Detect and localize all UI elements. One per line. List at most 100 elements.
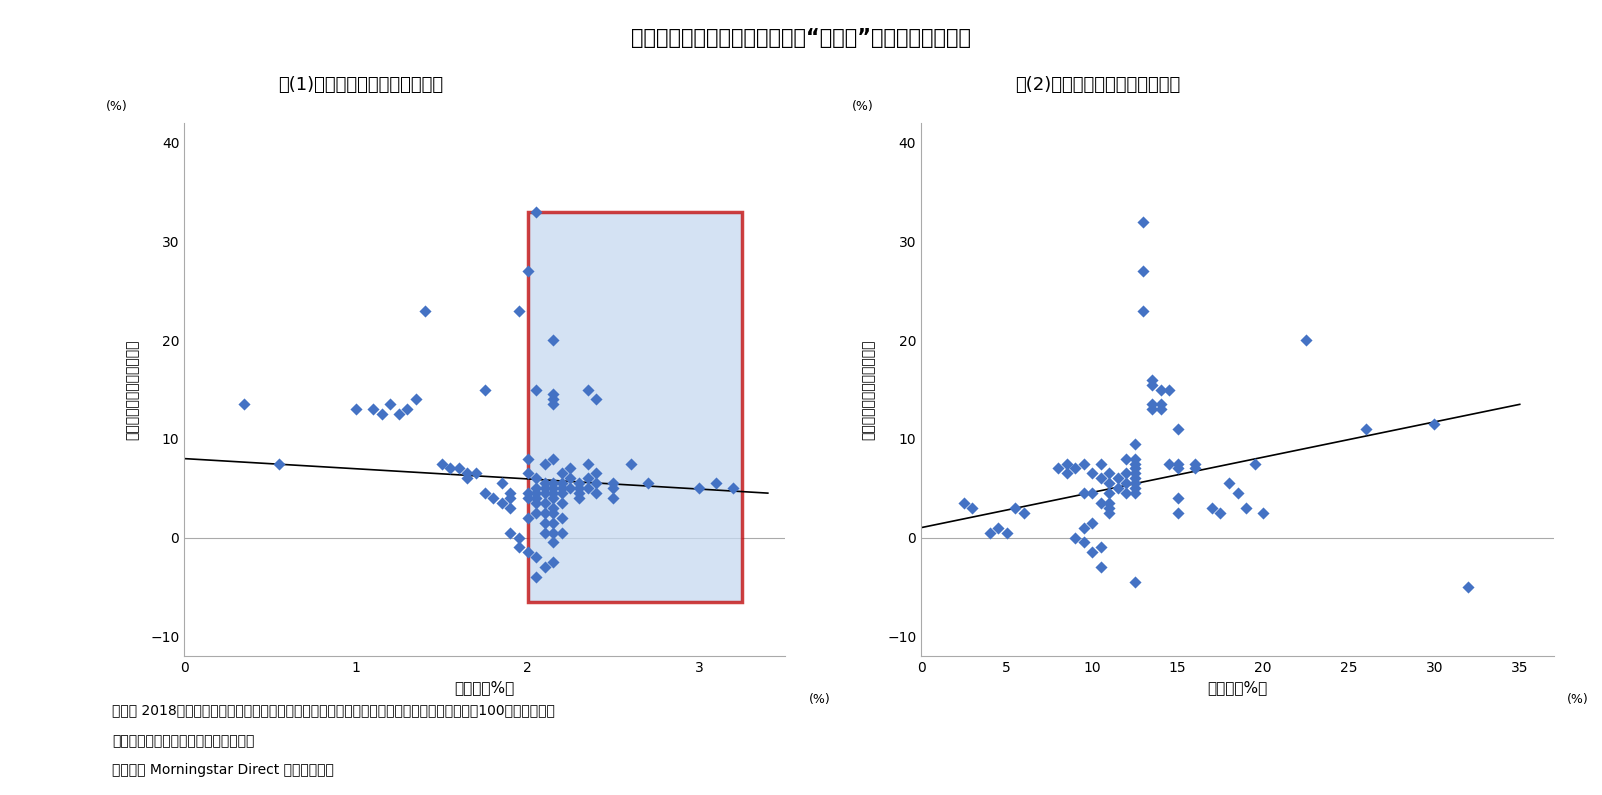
Point (549, 482, 575, 494)
Point (575, 482, 601, 494)
Point (437, 462, 463, 475)
Point (575, 383, 601, 396)
Y-axis label: ５年リターン（年率換算）: ５年リターン（年率換算） (862, 339, 876, 440)
Text: (%): (%) (809, 693, 831, 706)
Point (1165, 457, 1190, 470)
Point (549, 477, 575, 490)
Point (1157, 383, 1182, 396)
Point (1080, 546, 1105, 559)
Point (1293, 334, 1318, 347)
Point (1121, 472, 1147, 485)
Point (540, 393, 566, 405)
Point (549, 487, 575, 499)
Point (557, 472, 583, 485)
Point (514, 452, 540, 465)
Point (1216, 477, 1242, 490)
Point (498, 491, 524, 504)
Point (540, 517, 566, 529)
Point (540, 388, 566, 401)
Point (540, 491, 566, 504)
Point (455, 472, 481, 485)
Point (445, 462, 471, 475)
Point (1131, 215, 1157, 228)
Point (566, 482, 591, 494)
Point (549, 526, 575, 539)
Point (566, 491, 591, 504)
Point (1121, 477, 1147, 490)
Point (540, 502, 566, 514)
Point (1208, 506, 1234, 519)
Point (1088, 457, 1113, 470)
Point (1054, 457, 1080, 470)
Point (1096, 497, 1121, 510)
Point (1242, 457, 1267, 470)
Text: (%): (%) (852, 99, 873, 113)
Point (532, 506, 557, 519)
Point (583, 487, 609, 499)
Point (1165, 462, 1190, 475)
Point (514, 491, 540, 504)
Point (1165, 506, 1190, 519)
Point (1113, 452, 1139, 465)
Point (721, 482, 747, 494)
Point (514, 265, 540, 277)
Point (1062, 462, 1088, 475)
Point (498, 487, 524, 499)
Text: の算出は金融庁の指針に準拠。: の算出は金融庁の指針に準拠。 (112, 734, 255, 748)
Point (601, 477, 626, 490)
Point (1105, 472, 1131, 485)
Point (583, 467, 609, 479)
Point (1088, 560, 1113, 573)
X-axis label: コスト（%）: コスト（%） (455, 681, 514, 696)
Point (1147, 398, 1173, 411)
Point (1054, 467, 1080, 479)
Point (575, 472, 601, 485)
Point (1354, 423, 1379, 436)
Point (686, 482, 711, 494)
Point (1070, 536, 1096, 549)
Point (455, 467, 481, 479)
Point (977, 526, 1003, 539)
Point (412, 304, 437, 317)
Point (540, 526, 566, 539)
Point (463, 467, 489, 479)
Point (549, 511, 575, 524)
Point (1251, 506, 1277, 519)
Point (1139, 398, 1165, 411)
Point (532, 457, 557, 470)
Point (1088, 541, 1113, 554)
Point (1096, 502, 1121, 514)
Point (540, 536, 566, 549)
Point (1157, 457, 1182, 470)
Point (557, 462, 583, 475)
X-axis label: リスク（%）: リスク（%） (1208, 681, 1267, 696)
Point (524, 551, 549, 564)
Point (1234, 502, 1259, 514)
Point (1421, 417, 1447, 430)
Point (1121, 467, 1147, 479)
Point (514, 487, 540, 499)
Point (583, 393, 609, 405)
Point (1147, 403, 1173, 416)
Point (532, 487, 557, 499)
Point (1070, 487, 1096, 499)
Point (489, 477, 514, 490)
Point (524, 506, 549, 519)
Point (985, 522, 1011, 534)
Point (231, 398, 256, 411)
Point (1096, 467, 1121, 479)
Point (404, 393, 429, 405)
Point (498, 502, 524, 514)
Point (1070, 522, 1096, 534)
Point (532, 560, 557, 573)
Point (1121, 576, 1147, 588)
Point (266, 457, 292, 470)
Point (540, 482, 566, 494)
Point (1113, 487, 1139, 499)
Point (601, 482, 626, 494)
Bar (527, 212, 742, 602)
Point (1113, 477, 1139, 490)
Point (506, 304, 532, 317)
Point (1182, 457, 1208, 470)
Text: （資料） Morningstar Direct より筆者作成: （資料） Morningstar Direct より筆者作成 (112, 763, 333, 778)
